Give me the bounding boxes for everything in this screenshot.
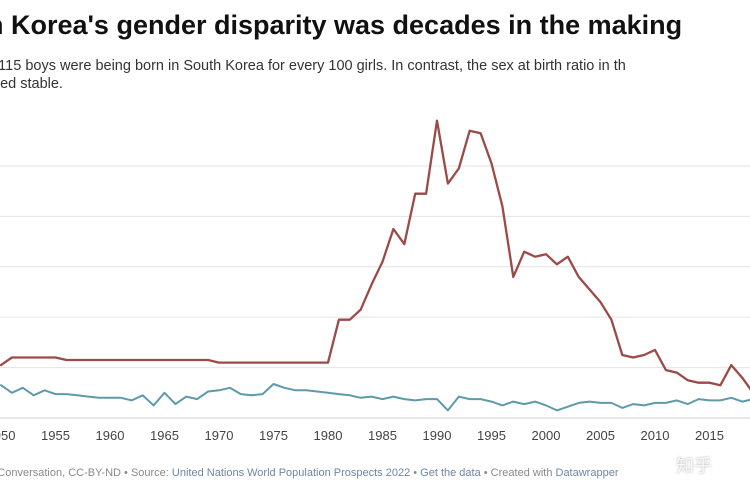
chart-footer: he Conversation, CC-BY-ND • Source: Unit… <box>0 466 750 480</box>
x-tick-label: 1990 <box>423 428 452 443</box>
source-link[interactable]: United Nations World Population Prospect… <box>171 467 411 479</box>
zhihu-watermark: 知乎 <box>676 456 712 477</box>
x-tick-label: 2000 <box>532 428 561 443</box>
subtitle-line-1: 90, 115 boys were being born in South Ko… <box>0 58 626 74</box>
chart-title: th Korea's gender disparity was decades … <box>0 10 683 40</box>
get-data-link[interactable]: Get the data <box>420 467 481 479</box>
footer-created: • Created with <box>480 467 556 479</box>
x-tick-label: 2010 <box>641 428 670 443</box>
datawrapper-link[interactable]: Datawrapper <box>555 467 619 479</box>
series-line-south-korea <box>0 119 750 391</box>
x-tick-label: 1970 <box>205 428 234 443</box>
x-tick-label: 1950 <box>0 428 15 443</box>
series-line-comparison <box>0 383 750 412</box>
footer-credit: he Conversation, CC-BY-ND • Source: <box>0 467 172 479</box>
subtitle-line-2: ned stable. <box>0 76 63 92</box>
x-tick-label: 1955 <box>41 428 70 443</box>
x-tick-label: 1995 <box>477 428 506 443</box>
x-tick-label: 2005 <box>586 428 615 443</box>
x-tick-label: 1965 <box>150 428 179 443</box>
x-tick-label: 1980 <box>314 428 343 443</box>
chart-subtitle: 90, 115 boys were being born in South Ko… <box>0 57 744 93</box>
footer-separator: • <box>410 467 421 479</box>
x-tick-label: 1985 <box>368 428 397 443</box>
x-tick-label: 2015 <box>695 428 724 443</box>
x-tick-label: 1975 <box>259 428 288 443</box>
x-tick-label: 1960 <box>96 428 125 443</box>
